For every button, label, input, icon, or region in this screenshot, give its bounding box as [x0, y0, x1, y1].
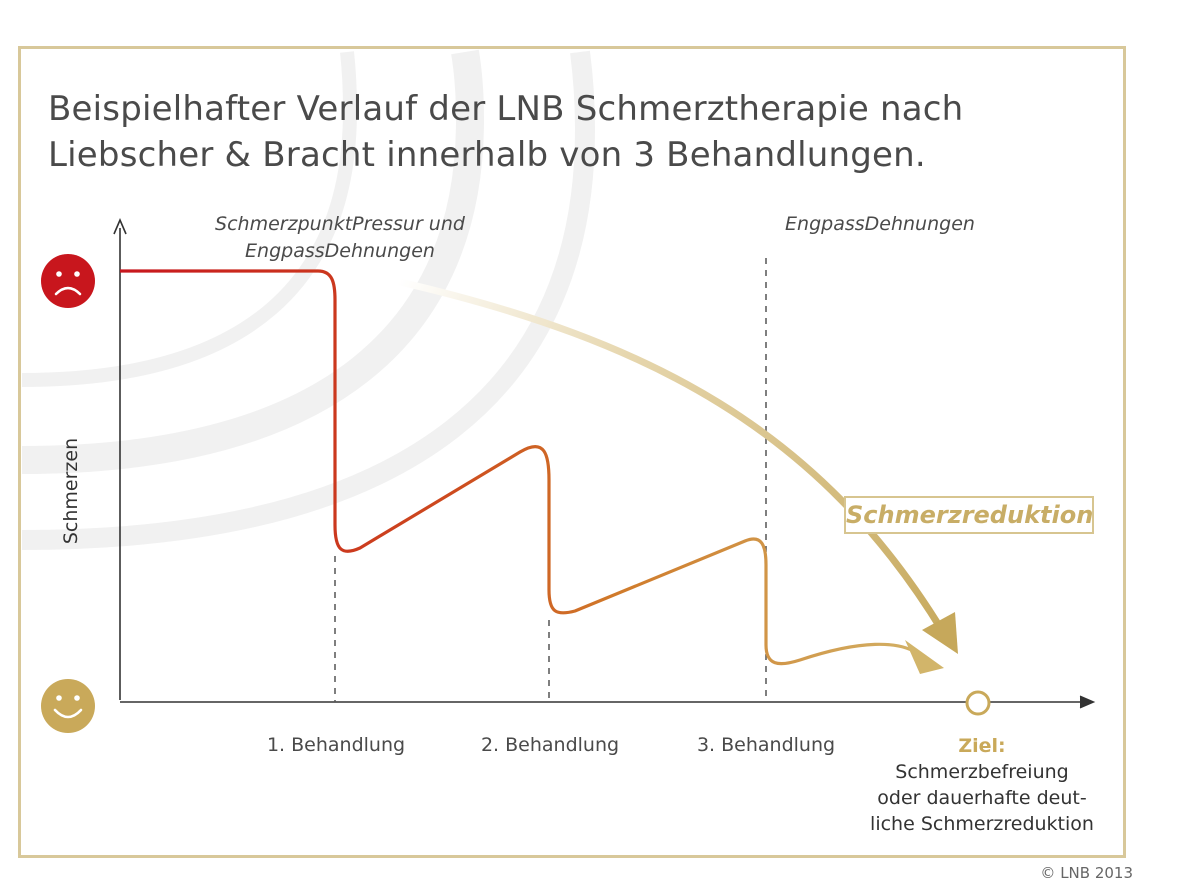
annotation-pressure-line-2: EngpassDehnungen: [245, 240, 435, 262]
title-line-1: Beispielhafter Verlauf der LNB Schmerzth…: [48, 89, 964, 129]
background-arcs: [21, 49, 596, 550]
pain-curve: [120, 269, 921, 666]
goal-line-2: oder dauerhafte deut-: [877, 787, 1087, 809]
happy-face-icon: [41, 679, 95, 733]
page-title: Beispielhafter Verlauf der LNB Schmerzth…: [48, 86, 963, 178]
annotation-stretches: EngpassDehnungen: [755, 211, 1005, 238]
reduction-arrow: [396, 278, 947, 636]
goal-title: Ziel:: [958, 735, 1006, 757]
annotation-pressure: SchmerzpunktPressur und EngpassDehnungen: [190, 211, 490, 265]
reduction-label: Schmerzreduktion: [844, 496, 1094, 534]
pain-curve-arrowhead: [905, 640, 944, 674]
reduction-arrowhead: [922, 612, 958, 654]
y-axis-label: Schmerzen: [60, 437, 82, 545]
goal-label: Ziel: Schmerzbefreiung oder dauerhafte d…: [870, 733, 1094, 837]
annotation-stretches-text: EngpassDehnungen: [785, 213, 975, 235]
title-line-2: Liebscher & Bracht innerhalb von 3 Behan…: [48, 135, 926, 175]
goal-line-3: liche Schmerzreduktion: [870, 813, 1094, 835]
x-tick-2: 2. Behandlung: [480, 734, 620, 756]
sad-face-icon: [41, 254, 95, 308]
y-axis: [113, 217, 127, 700]
annotation-pressure-line-1: SchmerzpunktPressur und: [215, 213, 465, 235]
diagram-frame: [18, 46, 1126, 858]
goal-line-1: Schmerzbefreiung: [895, 761, 1069, 783]
copyright: © LNB 2013: [1040, 864, 1133, 882]
goal-marker: [965, 690, 991, 716]
treatment-markers: [334, 258, 767, 702]
x-tick-3: 3. Behandlung: [696, 734, 836, 756]
x-tick-1: 1. Behandlung: [266, 734, 406, 756]
x-axis: [120, 695, 1096, 709]
